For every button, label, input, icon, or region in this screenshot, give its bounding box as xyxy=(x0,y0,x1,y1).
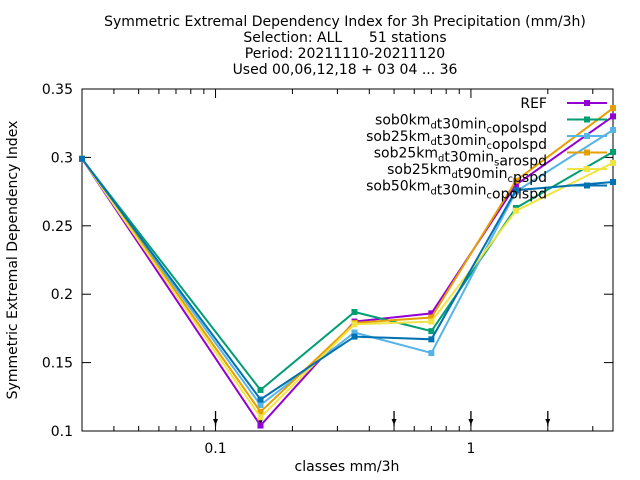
data-point xyxy=(512,187,519,194)
legend-marker xyxy=(584,100,590,106)
data-point xyxy=(610,127,616,134)
plot-frame xyxy=(81,88,614,432)
data-point xyxy=(428,350,435,357)
legend-entry: sob50kmdt30mincopolspd xyxy=(366,179,607,203)
class-marker xyxy=(213,411,219,426)
series-line xyxy=(81,107,614,414)
data-point xyxy=(79,155,85,162)
data-point xyxy=(512,181,519,188)
chart-title: Symmetric Extremal Dependency Index for … xyxy=(104,14,586,78)
legend-marker xyxy=(584,166,590,172)
class-marker xyxy=(391,411,397,426)
data-point xyxy=(257,422,264,429)
x-tick-label: 1 xyxy=(466,441,475,457)
legend-entry: sob25kmdt30minsarospd xyxy=(374,146,607,170)
series-line xyxy=(81,158,614,401)
data-point xyxy=(257,408,264,415)
data-point xyxy=(512,177,519,184)
y-tick-label: 0.15 xyxy=(42,356,73,372)
data-point xyxy=(512,207,519,214)
x-axis: 0.1 1 xyxy=(81,89,594,457)
legend-marker xyxy=(584,133,590,139)
data-point xyxy=(428,318,435,325)
y-tick-label: 0.2 xyxy=(51,287,73,303)
legend-marker xyxy=(584,116,590,123)
data-point xyxy=(351,333,358,340)
series-line xyxy=(81,151,614,392)
legend-entry: sob25kmdt90mincpspd xyxy=(387,162,607,186)
series-line xyxy=(81,158,614,419)
legend-label: sob25kmdt30minsarospd xyxy=(374,146,547,170)
data-point xyxy=(257,396,264,403)
data-point xyxy=(428,310,435,317)
legend-entry: sob0kmdt30mincopolspd xyxy=(375,113,607,137)
title-line-2: Selection: ALL 51 stations xyxy=(243,30,446,46)
data-point xyxy=(610,159,616,166)
legend: REFsob0kmdt30mincopolspdsob25kmdt30minco… xyxy=(366,96,607,203)
data-point xyxy=(351,329,358,336)
data-point xyxy=(351,321,358,328)
data-point xyxy=(257,414,264,421)
legend-entry: REF xyxy=(520,96,607,112)
legend-entry: sob25kmdt30mincopolspd xyxy=(366,129,607,153)
y-axis: 0.1 0.15 0.2 0.25 0.3 0.35 xyxy=(42,82,613,440)
data-point xyxy=(428,328,435,335)
class-marker xyxy=(545,411,551,426)
y-axis-label: Symmetric Extremal Dependency Index xyxy=(5,121,21,400)
y-tick-label: 0.3 xyxy=(51,150,73,166)
data-point xyxy=(428,336,435,343)
legend-label: sob25kmdt30mincopolspd xyxy=(366,129,547,153)
data-point xyxy=(351,308,358,315)
legend-marker xyxy=(584,149,590,156)
data-point xyxy=(257,386,264,393)
series-line xyxy=(81,115,614,428)
legend-label: sob25kmdt90mincpspd xyxy=(387,162,547,186)
legend-marker xyxy=(584,182,590,189)
data-point xyxy=(610,105,616,112)
legend-label: REF xyxy=(520,96,547,112)
legend-label: sob0kmdt30mincopolspd xyxy=(375,113,547,137)
title-line-4: Used 00,06,12,18 + 03 04 ... 36 xyxy=(233,62,458,78)
series-5 xyxy=(79,155,616,403)
series-line xyxy=(81,129,614,407)
y-tick-label: 0.1 xyxy=(51,424,73,440)
y-tick-label: 0.35 xyxy=(42,82,73,98)
series-layer xyxy=(79,105,616,429)
class-markers xyxy=(213,411,551,426)
class-marker xyxy=(468,411,474,426)
legend-label: sob50kmdt30mincopolspd xyxy=(366,179,547,203)
y-tick-label: 0.25 xyxy=(42,219,73,235)
x-tick-label: 0.1 xyxy=(204,441,226,457)
title-line-1: Symmetric Extremal Dependency Index for … xyxy=(104,14,586,30)
title-line-3: Period: 20211110-20211120 xyxy=(245,46,445,62)
data-point xyxy=(257,402,264,409)
data-point xyxy=(610,148,616,155)
data-point xyxy=(610,113,616,120)
data-point xyxy=(428,314,435,321)
x-axis-label: classes mm/3h xyxy=(295,459,400,475)
data-point xyxy=(610,179,616,186)
